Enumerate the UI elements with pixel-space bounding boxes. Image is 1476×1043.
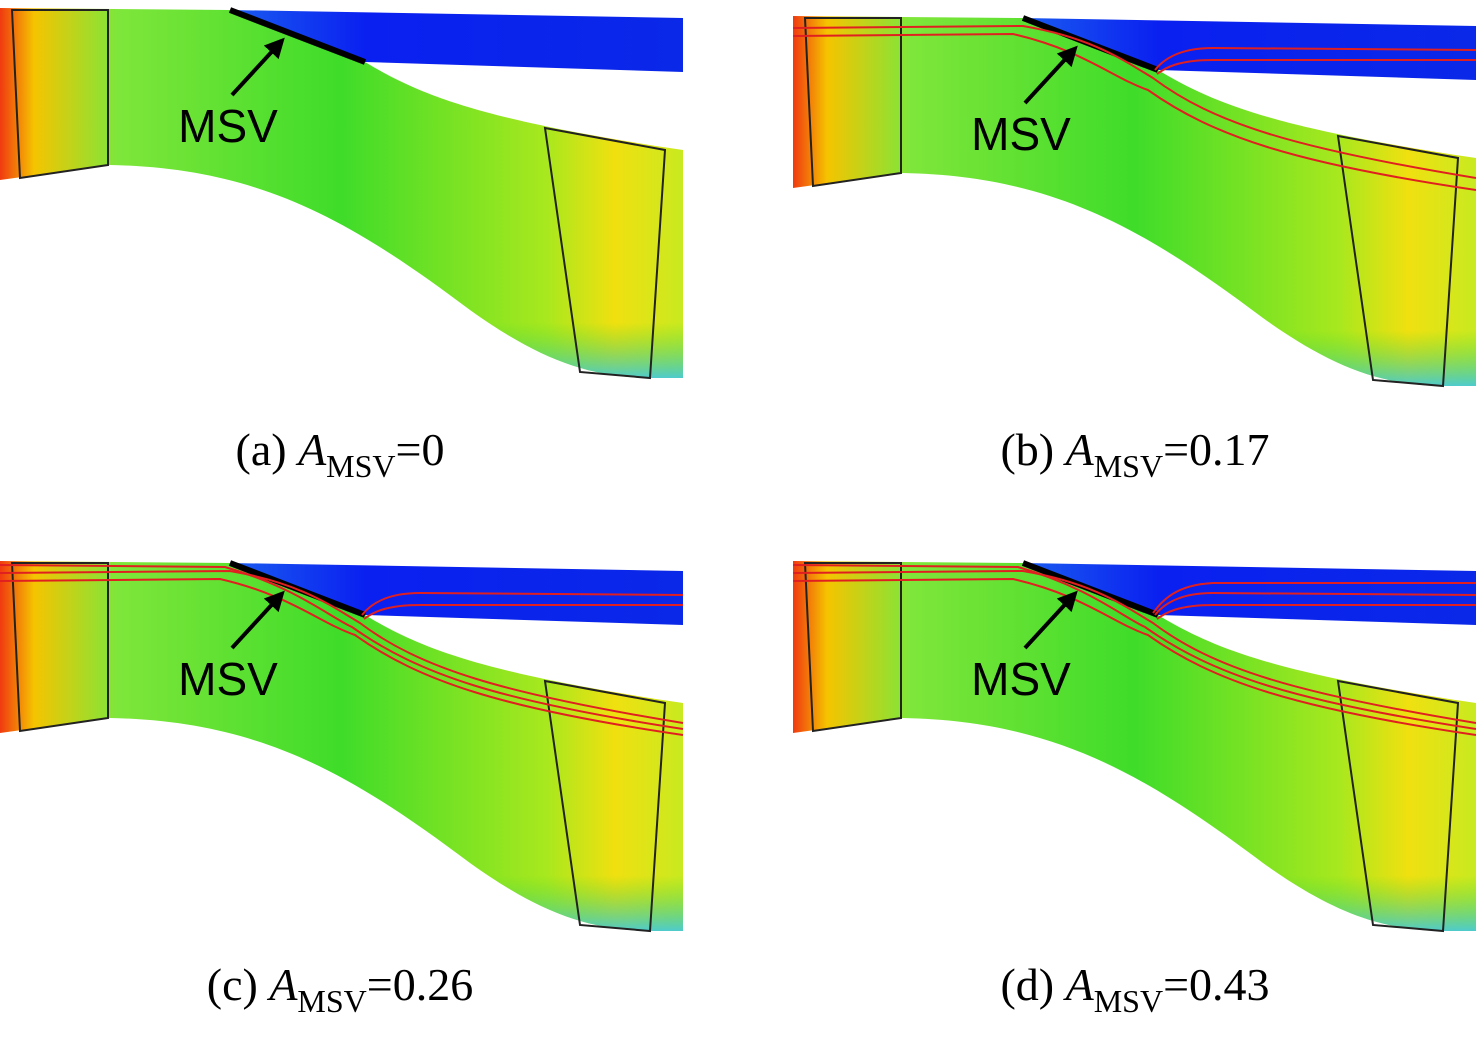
panel-caption: (d) AMSV=0.43 (1000, 959, 1269, 1019)
wall-layer (793, 16, 1476, 386)
caption-value: =0.26 (367, 959, 473, 1010)
panel: MSV (792, 15, 1476, 388)
streamline (792, 24, 1476, 179)
blade-row (543, 679, 667, 933)
annotation-label: MSV (971, 653, 1071, 705)
annotation-arrow (230, 37, 285, 97)
blade-row (10, 562, 109, 733)
blade-row (10, 9, 109, 180)
annotation-label: MSV (971, 108, 1071, 160)
wall-layer (793, 561, 1476, 931)
caption-prefix: (a) (236, 424, 299, 475)
streamline (1156, 604, 1476, 620)
caption-prefix: (d) (1000, 959, 1065, 1010)
caption-symbol: A (1063, 424, 1095, 475)
caption-subscript: MSV (1094, 448, 1163, 484)
streamline (1156, 59, 1476, 75)
annotation-label: MSV (178, 653, 278, 705)
caption-value: =0.17 (1163, 424, 1269, 475)
streamline (1154, 46, 1476, 71)
blade-row (803, 17, 902, 188)
streamline (1152, 582, 1476, 614)
caption-subscript: MSV (326, 448, 395, 484)
panel: MSV (0, 560, 684, 933)
panel: MSV (0, 7, 683, 380)
annotation-label: MSV (178, 100, 278, 152)
streamline (1154, 591, 1476, 616)
caption-symbol: A (1063, 959, 1095, 1010)
blade-row (1336, 134, 1460, 388)
panel-caption: (a) AMSV=0 (236, 424, 445, 484)
caption-subscript: MSV (297, 983, 366, 1019)
streamline (0, 564, 684, 730)
caption-value: =0.43 (1163, 959, 1269, 1010)
caption-prefix: (c) (207, 959, 270, 1010)
panel: MSV (792, 560, 1476, 933)
caption-subscript: MSV (1094, 983, 1163, 1019)
streamline (361, 591, 684, 616)
annotation-arrow (230, 590, 285, 650)
caption-symbol: A (266, 959, 298, 1010)
blade-row (1336, 679, 1460, 933)
caption-symbol: A (295, 424, 327, 475)
caption-value: =0 (396, 424, 445, 475)
caption-prefix: (b) (1000, 424, 1065, 475)
wall-layer (0, 8, 683, 378)
panel-caption: (c) AMSV=0.26 (207, 959, 473, 1019)
streamline (792, 569, 1476, 724)
panel-caption: (b) AMSV=0.17 (1000, 424, 1269, 484)
annotation-arrow (1023, 45, 1078, 105)
blade-row (543, 126, 667, 380)
blade-row (803, 562, 902, 733)
bypass-duct (230, 10, 683, 72)
streamline (0, 569, 684, 724)
annotation-arrow (1023, 590, 1078, 650)
wall-layer (0, 561, 683, 931)
streamline (792, 564, 1476, 730)
streamline (363, 604, 683, 620)
msv-plate (228, 7, 367, 65)
